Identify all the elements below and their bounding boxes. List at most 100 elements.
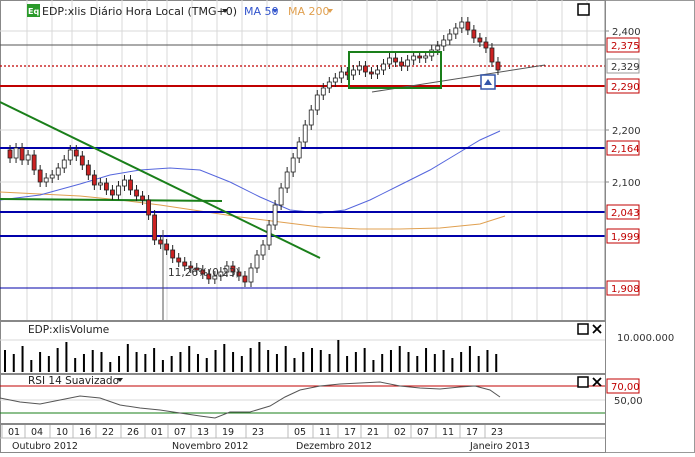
volume-bar [328, 354, 331, 372]
day-tick-label: 07 [417, 427, 429, 438]
candle-body [230, 265, 236, 273]
candle-body [435, 45, 441, 51]
candle-body [489, 47, 495, 63]
volume-bar [337, 340, 340, 372]
day-tick-label: 16 [79, 427, 91, 438]
close-icon[interactable] [592, 377, 602, 387]
svg-text:70,00: 70,00 [611, 382, 640, 393]
dropdown-icon[interactable] [222, 9, 228, 13]
rsi-title[interactable]: RSI 14 Suavizado [28, 375, 119, 387]
candle-body [85, 164, 91, 176]
volume-bar [82, 354, 85, 372]
candle-body [97, 182, 103, 186]
candle-body [49, 174, 55, 179]
candle-body [116, 185, 121, 196]
day-tick-label: 01 [8, 427, 20, 438]
volume-bar [267, 350, 270, 372]
candle-body [152, 214, 158, 241]
candle-body [405, 59, 411, 67]
volume-bar [4, 350, 6, 372]
svg-text:1,908: 1,908 [611, 284, 640, 295]
horizontal-trend-line [0, 198, 223, 202]
price-grid [0, 0, 605, 320]
volume-bar [319, 350, 322, 372]
candle-body [465, 21, 471, 31]
candle-body [236, 271, 242, 277]
volume-bar [91, 350, 94, 372]
candle-body [25, 154, 31, 161]
candle-body [387, 57, 392, 65]
dropdown-icon[interactable] [327, 9, 333, 13]
candle-body [182, 261, 188, 267]
svg-text:2,164: 2,164 [611, 144, 640, 155]
volume-bar [372, 360, 375, 372]
candle-body [91, 174, 97, 186]
volume-bar [161, 360, 164, 372]
candle-body [158, 239, 164, 245]
level-tag-1999: 1,999 [606, 228, 640, 244]
day-tick-label: 02 [394, 427, 406, 438]
level-tag-1908: 1,908 [606, 280, 640, 296]
candle-body [43, 177, 49, 183]
volume-bars [4, 340, 498, 372]
volume-bar [468, 346, 471, 372]
candle-body [477, 37, 483, 43]
volume-bar [381, 354, 384, 372]
day-tick-label: 13 [197, 427, 209, 438]
day-tick-label: 21 [367, 427, 379, 438]
candle-body [146, 199, 151, 216]
volume-bar [39, 352, 42, 372]
maximize-icon[interactable] [577, 323, 589, 335]
volume-bar [389, 350, 392, 372]
eq-badge[interactable] [27, 4, 40, 17]
level-tag-2375: 2,375 [606, 37, 640, 53]
candle-body [128, 179, 133, 191]
volume-bar [460, 352, 463, 372]
volume-bar [188, 346, 191, 372]
level-tag-2043: 2,043 [606, 204, 640, 220]
day-tick-label: 26 [127, 427, 139, 438]
maximize-icon[interactable] [577, 3, 590, 16]
ma200-legend[interactable]: MA 200 [288, 5, 330, 18]
rsi-line [0, 381, 501, 419]
candle-body [459, 21, 465, 29]
volume-bar [170, 356, 173, 372]
alert-icon[interactable] [480, 74, 496, 90]
rsi-tag-70: 70,00 [606, 378, 640, 394]
price-header: Eq EDP:xlis Diário Hora Local (TMG+0) MA… [27, 3, 590, 18]
eq-badge-label: Eq [28, 7, 39, 16]
candle-body [290, 157, 296, 173]
volume-bar [398, 346, 401, 372]
candle-body [471, 29, 477, 39]
day-tick-label: 17 [466, 427, 478, 438]
close-icon[interactable] [592, 324, 602, 334]
volume-bar [100, 352, 103, 372]
volume-axis-label: 10.000.000 [617, 333, 674, 344]
candle-body [411, 55, 417, 61]
candle-body [242, 275, 248, 283]
symbol-title[interactable]: EDP:xlis Diário Hora Local (TMG+0) [42, 5, 237, 18]
maximize-icon[interactable] [577, 376, 589, 388]
rsi-tick-50: 50,00 [614, 396, 643, 407]
candle-body [417, 55, 423, 59]
volume-bar [135, 352, 138, 372]
volume-bar [179, 352, 182, 372]
volume-bar [74, 358, 77, 372]
candle-body [284, 171, 290, 189]
candle-body [495, 61, 501, 71]
candle-body [140, 195, 145, 201]
volume-bar [144, 354, 147, 372]
candle-body [134, 189, 139, 197]
ma50-legend[interactable]: MA 50 [244, 5, 279, 18]
dropdown-icon[interactable] [117, 378, 123, 382]
dropdown-icon[interactable] [272, 9, 278, 13]
candle-body [357, 65, 362, 71]
candle-body [369, 71, 374, 75]
volume-bar [407, 352, 410, 372]
candle-body [363, 65, 368, 73]
volume-bar [126, 344, 129, 372]
day-tick-label: 11 [319, 427, 331, 438]
day-tick-label: 23 [252, 427, 264, 438]
